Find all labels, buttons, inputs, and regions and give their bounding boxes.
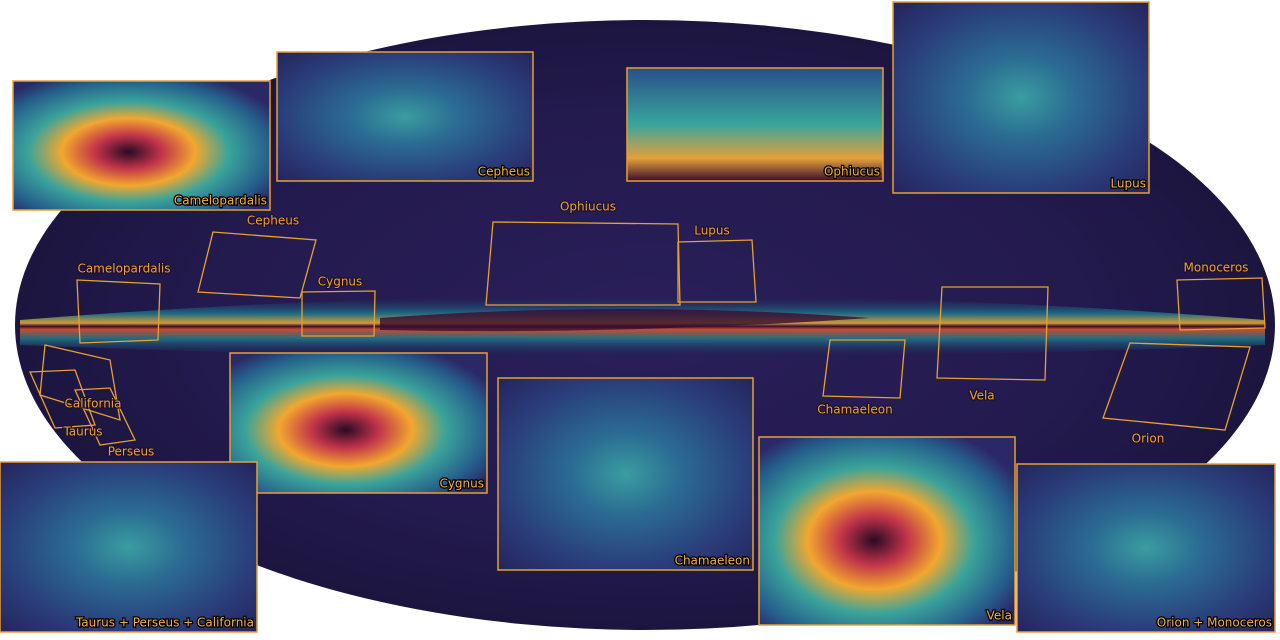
region-label: California — [65, 397, 122, 411]
inset-label: Chamaeleon — [675, 554, 750, 568]
inset-panel — [892, 1, 1150, 194]
inset-panel — [12, 80, 271, 211]
inset-label: Cepheus — [478, 165, 530, 179]
region-label: Taurus — [62, 425, 102, 439]
region-label: Perseus — [108, 445, 155, 459]
region-label: Chamaeleon — [817, 403, 892, 417]
region-outlines — [29, 221, 1266, 446]
inset-panel — [229, 352, 488, 494]
region-label: Ophiucus — [560, 200, 616, 214]
region-label: Lupus — [694, 224, 730, 238]
inset-label: Taurus + Perseus + California — [75, 616, 254, 630]
inset-panel — [276, 51, 534, 182]
region-box — [677, 239, 757, 303]
region-box — [936, 286, 1049, 381]
region-box — [74, 387, 136, 446]
region-label: Monoceros — [1184, 261, 1249, 275]
region-box — [301, 290, 376, 337]
inset-panel — [626, 67, 884, 182]
inset-label: Camelopardalis — [174, 194, 267, 208]
region-box — [822, 339, 906, 399]
region-box — [1102, 342, 1251, 431]
inset-label: Cygnus — [439, 477, 484, 491]
inset-label: Vela — [987, 609, 1012, 623]
region-box — [76, 279, 161, 344]
region-label: Cepheus — [247, 214, 299, 228]
inset-label: Ophiucus — [824, 165, 880, 179]
inset-panel — [758, 436, 1016, 626]
map-labels: Cepheus Ophiucus Lupus Camelopardalis Cygnus… — [61, 198, 1249, 459]
region-label: Vela — [969, 389, 994, 403]
region-box — [485, 221, 681, 306]
region-box — [197, 231, 317, 299]
inset-label: Lupus — [1110, 177, 1146, 191]
region-box — [1176, 277, 1266, 331]
inset-panel — [497, 377, 754, 571]
region-box — [39, 344, 121, 421]
inset-label: Orion + Monoceros — [1157, 616, 1272, 630]
region-label: Camelopardalis — [77, 262, 170, 276]
region-label: Orion — [1132, 432, 1165, 446]
galactic-core — [380, 309, 870, 332]
region-box — [29, 369, 96, 429]
region-label: Cygnus — [318, 275, 363, 289]
inset-panel — [0, 461, 258, 633]
inset-panel — [1016, 463, 1276, 633]
